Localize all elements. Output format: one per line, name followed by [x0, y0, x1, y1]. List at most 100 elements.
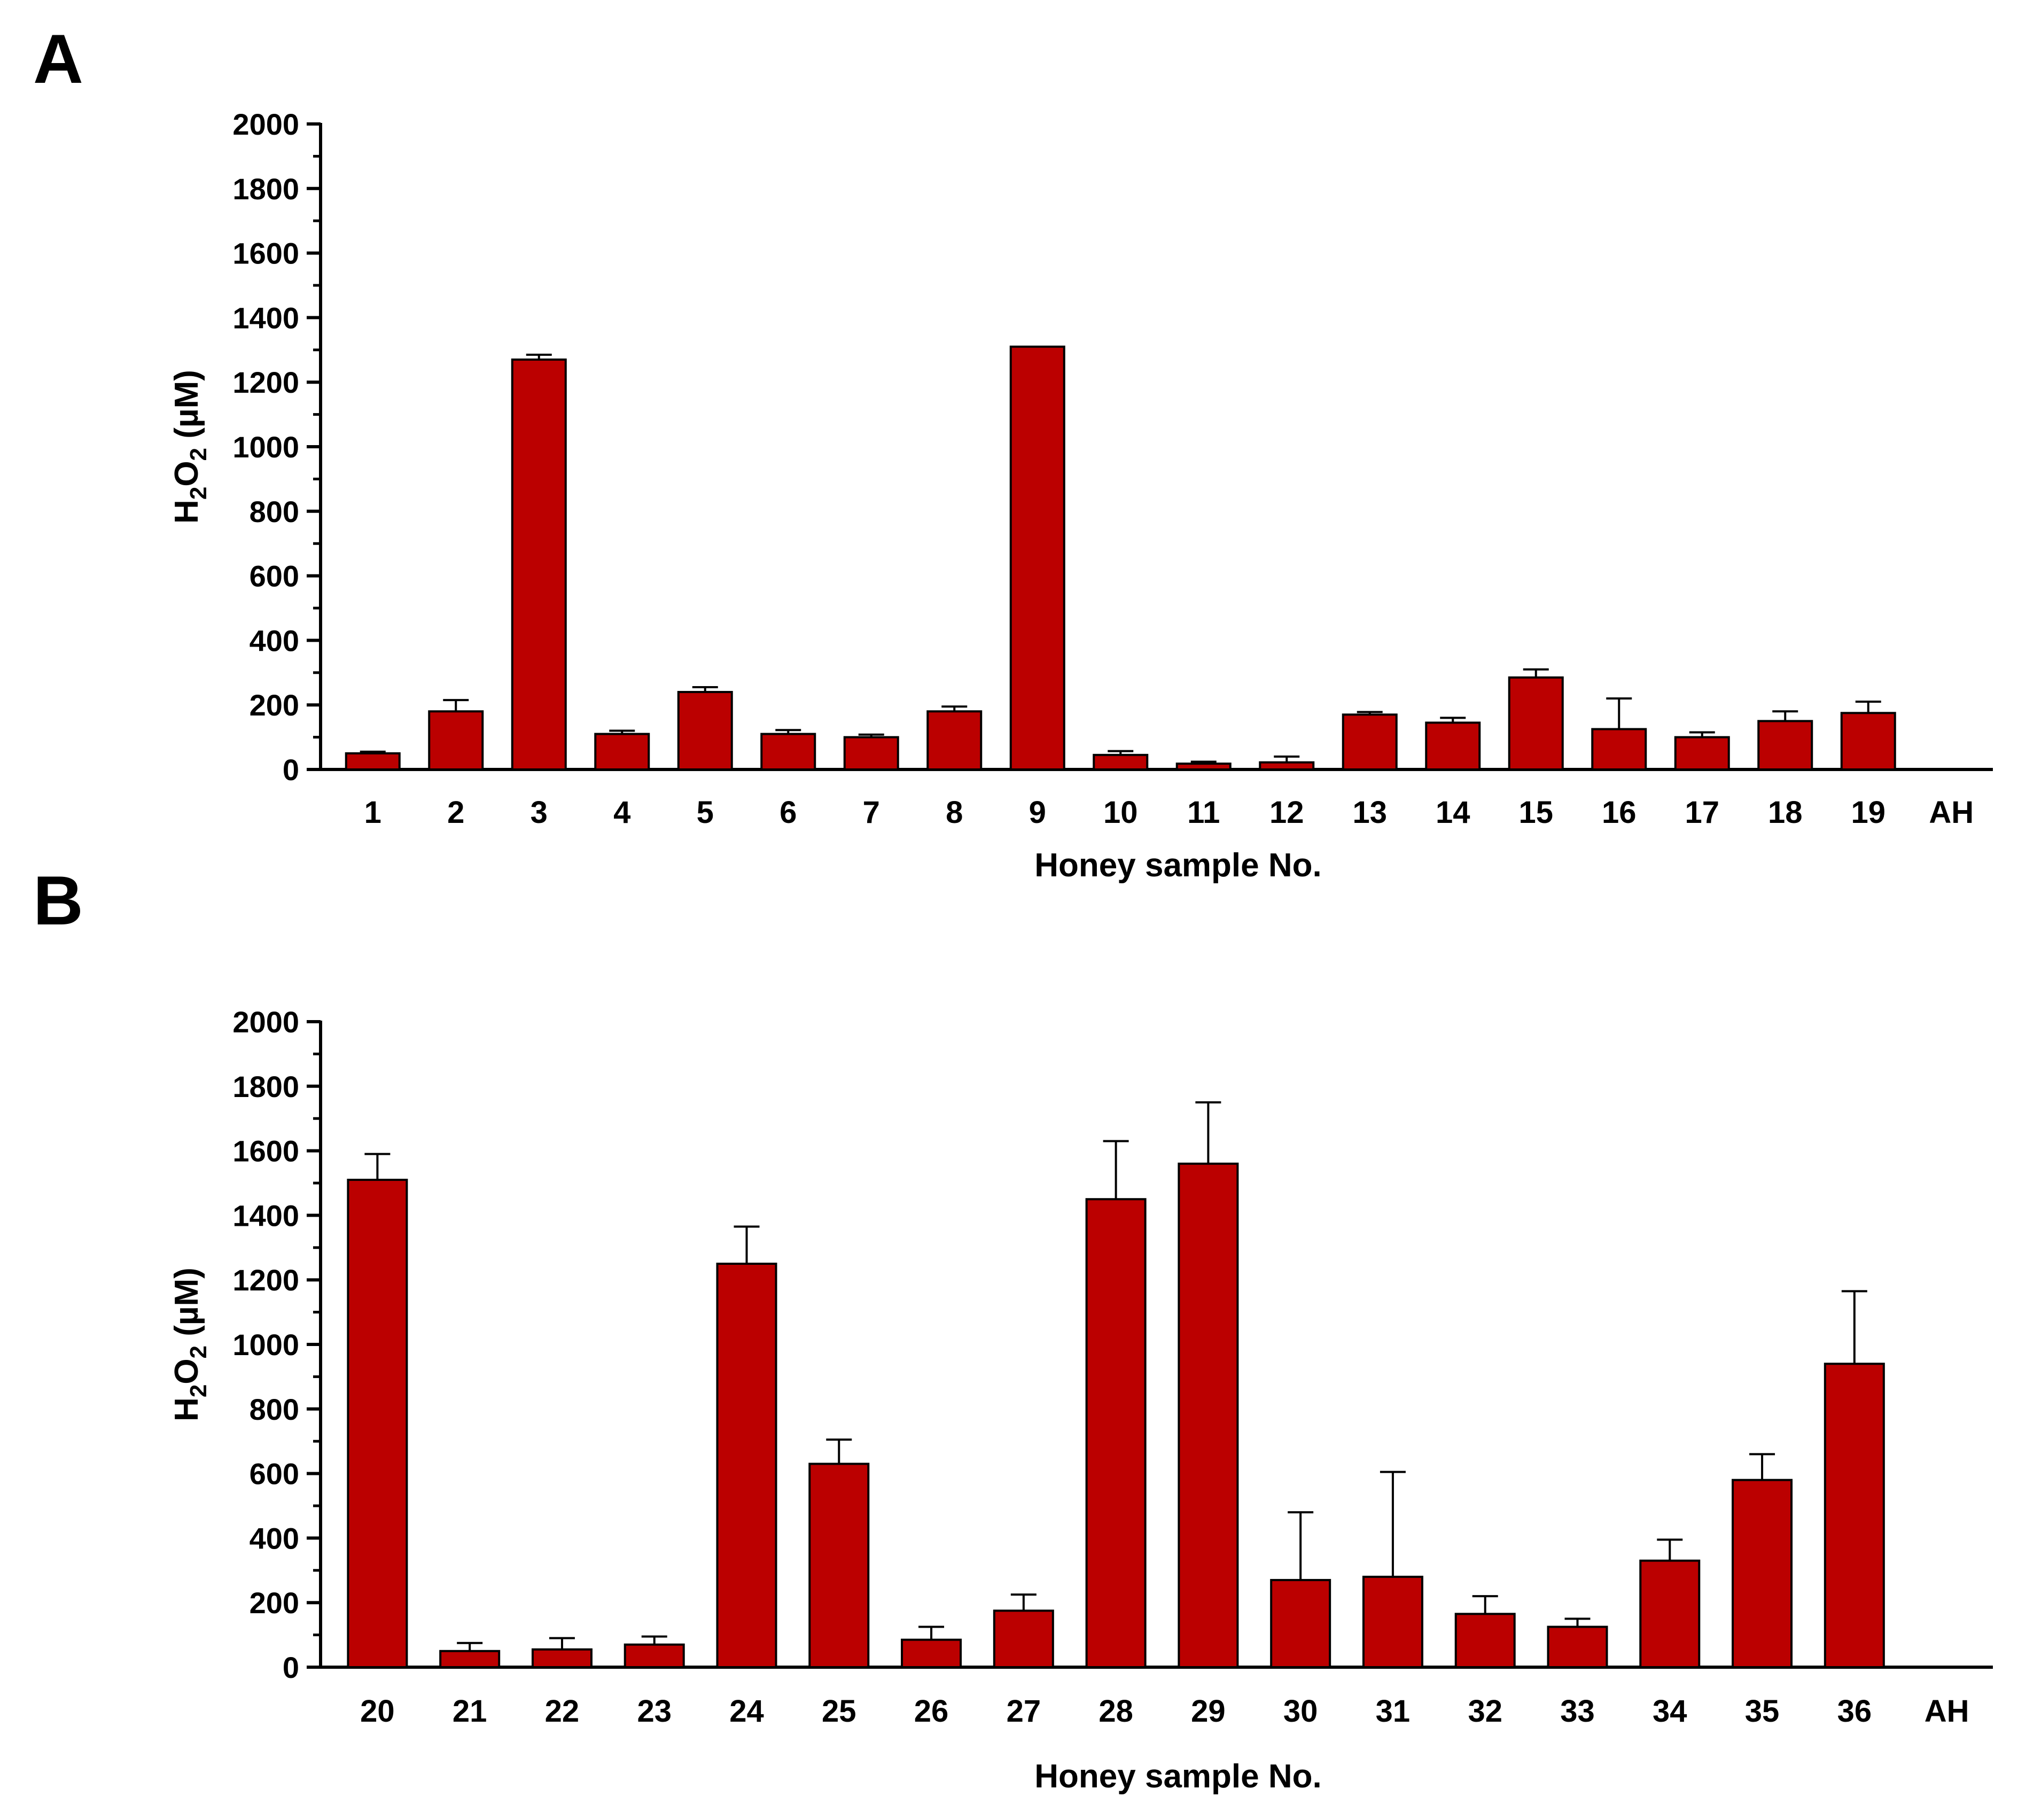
y-tick-label: 1000 [232, 1328, 299, 1362]
y-tick-label: 400 [250, 1521, 299, 1555]
y-tick-label: 1800 [232, 1070, 299, 1103]
x-tick-label: 1 [364, 795, 381, 830]
y-axis-label: H2O2 (µM) [168, 1267, 212, 1421]
x-tick-label: 31 [1376, 1694, 1411, 1729]
bar [1085, 1198, 1147, 1668]
x-tick-label: 36 [1837, 1694, 1872, 1729]
x-tick-label: 10 [1103, 795, 1138, 830]
x-tick-label: 15 [1518, 795, 1553, 830]
bar [677, 691, 733, 771]
y-tick-label: 1400 [232, 301, 299, 335]
x-tick-label: 32 [1468, 1694, 1502, 1729]
bar [1508, 676, 1564, 771]
y-tick-label: 1800 [232, 172, 299, 206]
x-tick-label: 28 [1098, 1694, 1133, 1729]
x-tick-label: 11 [1187, 795, 1220, 830]
bar [926, 710, 983, 771]
x-tick-label: 21 [453, 1694, 487, 1729]
bar [1270, 1578, 1331, 1668]
x-tick-label: 13 [1352, 795, 1387, 830]
bar [1547, 1625, 1608, 1668]
x-tick-label: 14 [1436, 795, 1470, 830]
x-tick-label: AH [1929, 795, 1974, 830]
x-tick-label: 9 [1029, 795, 1046, 830]
y-tick-label: 0 [283, 1651, 299, 1684]
bar [1175, 763, 1232, 771]
bar [624, 1643, 685, 1668]
bar [345, 752, 401, 771]
bar [901, 1638, 962, 1668]
y-tick-label: 800 [250, 495, 299, 528]
x-tick-label: 2 [447, 795, 464, 830]
x-tick-label: 25 [822, 1694, 856, 1729]
x-tick-label: 30 [1283, 1694, 1318, 1729]
x-tick-label: 26 [914, 1694, 949, 1729]
bar [1009, 345, 1065, 771]
bar [993, 1609, 1054, 1669]
bar [347, 1178, 408, 1668]
x-tick-label: 7 [863, 795, 880, 830]
y-tick-label: 2000 [232, 1005, 299, 1039]
bar [1425, 721, 1481, 771]
bar [1342, 713, 1398, 771]
x-tick-label: 17 [1685, 795, 1719, 830]
x-tick-label: 4 [613, 795, 630, 830]
bar [428, 710, 484, 771]
y-tick-label: 600 [250, 1457, 299, 1491]
y-tick-label: 200 [250, 688, 299, 722]
x-axis-label: Honey sample No. [1034, 1758, 1321, 1795]
y-tick-label: 600 [250, 559, 299, 593]
y-tick-label: 1000 [232, 430, 299, 464]
panel-b-letter: B [33, 861, 83, 939]
bar [1639, 1559, 1701, 1668]
bar [1824, 1363, 1885, 1668]
y-tick-label: 400 [250, 624, 299, 657]
bar [594, 733, 650, 771]
bar [716, 1263, 777, 1668]
x-tick-label: 34 [1653, 1694, 1687, 1729]
y-tick-label: 1600 [232, 1134, 299, 1168]
bar [1840, 712, 1896, 771]
x-tick-label: 24 [729, 1694, 764, 1729]
bar [1591, 728, 1647, 771]
x-tick-label: 22 [545, 1694, 580, 1729]
bar [843, 736, 899, 771]
bar [1454, 1613, 1516, 1669]
x-tick-label: 8 [946, 795, 963, 830]
x-tick-label: 18 [1768, 795, 1803, 830]
x-tick-label: 16 [1602, 795, 1637, 830]
y-tick-label: 1600 [232, 237, 299, 270]
x-tick-label: 20 [360, 1694, 395, 1729]
bar [439, 1650, 501, 1669]
x-tick-label: 5 [697, 795, 714, 830]
x-tick-label: 3 [531, 795, 548, 830]
x-tick-label: 33 [1560, 1694, 1595, 1729]
y-tick-label: 2000 [232, 107, 299, 141]
x-tick-label: 12 [1269, 795, 1304, 830]
bar [1259, 761, 1315, 771]
bar [511, 358, 567, 771]
bar [760, 733, 816, 771]
x-tick-label: 29 [1191, 1694, 1226, 1729]
bar [1178, 1162, 1239, 1668]
y-tick-label: 800 [250, 1393, 299, 1426]
bar [1362, 1575, 1423, 1668]
panel-a-letter: A [33, 20, 83, 98]
x-tick-label: 23 [637, 1694, 672, 1729]
y-tick-label: 200 [250, 1586, 299, 1620]
bar [1757, 720, 1813, 771]
bar [1732, 1479, 1793, 1668]
x-tick-label: 19 [1851, 795, 1885, 830]
y-tick-label: 1200 [232, 1263, 299, 1297]
y-axis-label: H2O2 (µM) [168, 370, 212, 524]
x-tick-label: AH [1924, 1694, 1969, 1729]
bar [1674, 736, 1730, 771]
x-tick-label: 6 [780, 795, 797, 830]
bar [1093, 753, 1149, 771]
bar [808, 1463, 870, 1668]
x-tick-label: 27 [1007, 1694, 1041, 1729]
x-tick-label: 35 [1745, 1694, 1780, 1729]
y-tick-label: 1200 [232, 365, 299, 399]
